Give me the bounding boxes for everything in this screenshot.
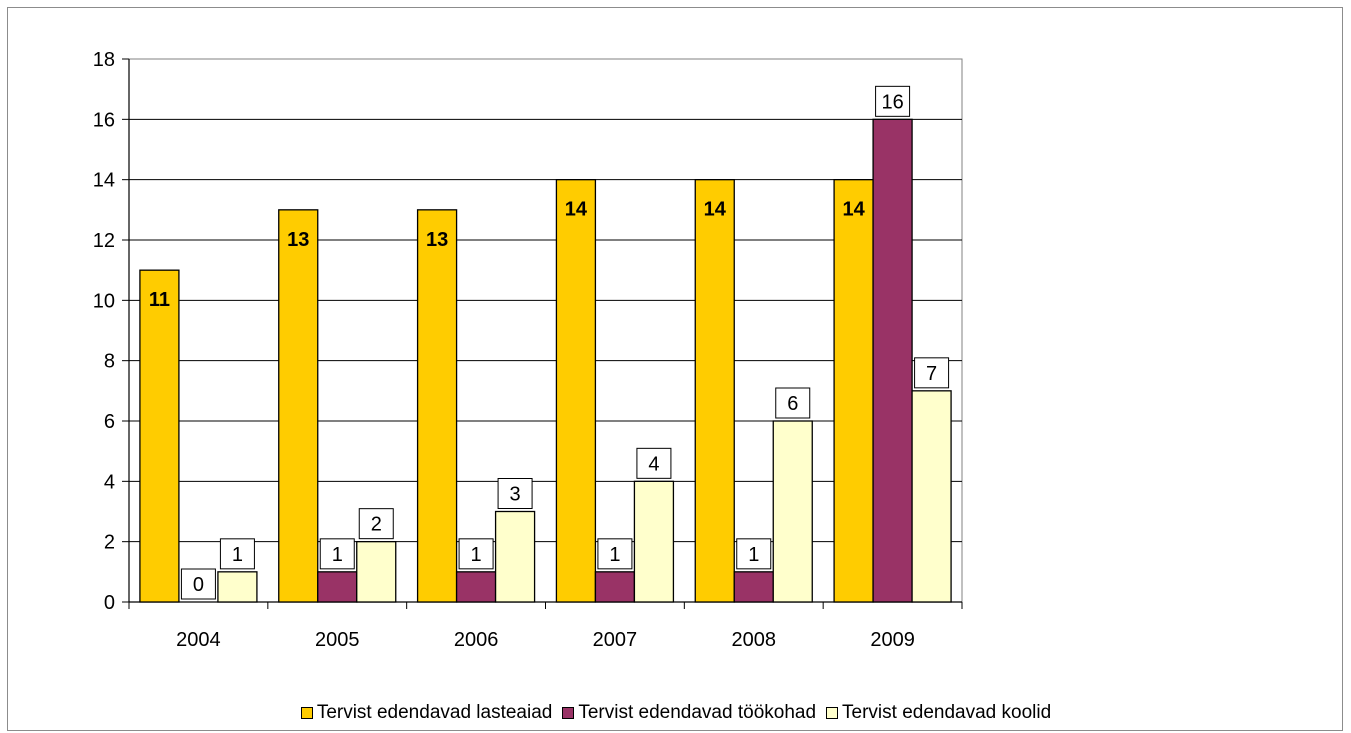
- data-label-box: [358, 508, 394, 540]
- bar: [833, 179, 874, 603]
- y-tick-label: 2: [104, 532, 115, 554]
- x-tick-label: 2004: [176, 629, 221, 651]
- x-tick-label: 2005: [315, 629, 360, 651]
- data-label: 0: [193, 574, 204, 596]
- legend-swatch: [826, 707, 839, 719]
- data-label-box: [458, 538, 494, 570]
- bar: [555, 179, 597, 603]
- bar: [217, 571, 258, 603]
- bar: [911, 390, 952, 603]
- data-label: 1: [609, 544, 620, 566]
- bar: [694, 179, 735, 603]
- y-tick-label: 8: [104, 351, 115, 373]
- legend-swatch: [562, 707, 575, 719]
- data-label-box: [736, 538, 772, 570]
- data-label-box: [219, 538, 255, 570]
- bar: [594, 571, 636, 603]
- data-label: 13: [426, 229, 448, 251]
- legend-item-koolid: Tervist edendavad koolid: [826, 702, 1051, 724]
- bar: [455, 571, 497, 603]
- data-label: 2: [371, 514, 382, 536]
- data-label: 3: [510, 484, 521, 506]
- data-label: 1: [332, 544, 343, 566]
- plot-area: [128, 58, 963, 603]
- x-tick-label: 2009: [870, 629, 915, 651]
- bar: [317, 571, 358, 603]
- legend-label: Tervist edendavad lasteaiad: [316, 702, 553, 723]
- y-tick-label: 12: [93, 230, 115, 252]
- chart-legend: Tervist edendavad lasteaiad Tervist eden…: [8, 698, 1344, 728]
- bar: [356, 541, 397, 603]
- y-tick-label: 14: [93, 170, 115, 192]
- bar: [278, 209, 319, 603]
- x-tick-label: 2008: [732, 629, 777, 651]
- y-tick-label: 16: [93, 109, 115, 131]
- data-label: 13: [287, 229, 309, 251]
- legend-item-tookohad: Tervist edendavad töökohad: [562, 702, 816, 724]
- y-tick-label: 6: [104, 411, 115, 433]
- bar: [633, 480, 675, 603]
- y-tick-label: 4: [104, 471, 115, 493]
- bar: [772, 420, 813, 603]
- data-label: 1: [748, 544, 759, 566]
- legend-swatch: [300, 707, 313, 719]
- legend-item-lasteaiad: Tervist edendavad lasteaiad: [300, 702, 553, 724]
- y-tick-label: 10: [93, 290, 115, 312]
- bar: [139, 269, 180, 603]
- data-label: 14: [704, 199, 727, 221]
- legend-label: Tervist edendavad töökohad: [578, 702, 817, 723]
- bar: [733, 571, 774, 603]
- data-label-box: [875, 85, 911, 117]
- data-label-box: [319, 538, 355, 570]
- data-label-box: [180, 568, 216, 600]
- data-label: 16: [881, 91, 903, 113]
- x-tick-label: 2006: [454, 629, 499, 651]
- x-tick-label: 2007: [593, 629, 638, 651]
- data-label-box: [775, 387, 811, 419]
- bar-chart: 0246810121416182004110120051312200613132…: [93, 49, 963, 651]
- data-label: 4: [648, 453, 659, 475]
- legend-label: Tervist edendavad koolid: [842, 702, 1052, 723]
- bar: [494, 510, 536, 603]
- data-label: 1: [232, 544, 243, 566]
- data-label-box: [914, 357, 950, 389]
- data-label-box: [497, 478, 533, 509]
- chart-frame: 0 2 4 6 8 10 12 14 16 18 2004 11 0 1 2005 13 1 2 2006 13 1 3 2…: [7, 7, 1343, 731]
- y-tick-label: 0: [104, 592, 115, 614]
- data-label-box: [636, 447, 672, 479]
- data-label: 11: [149, 289, 170, 311]
- data-label: 6: [787, 393, 798, 415]
- bar: [872, 118, 913, 603]
- data-label: 14: [842, 199, 865, 221]
- y-tick-label: 18: [93, 49, 115, 71]
- data-label: 1: [471, 544, 482, 566]
- data-label-box: [597, 538, 633, 570]
- data-label: 14: [565, 199, 588, 221]
- data-label: 7: [926, 363, 937, 385]
- bar: [416, 209, 458, 603]
